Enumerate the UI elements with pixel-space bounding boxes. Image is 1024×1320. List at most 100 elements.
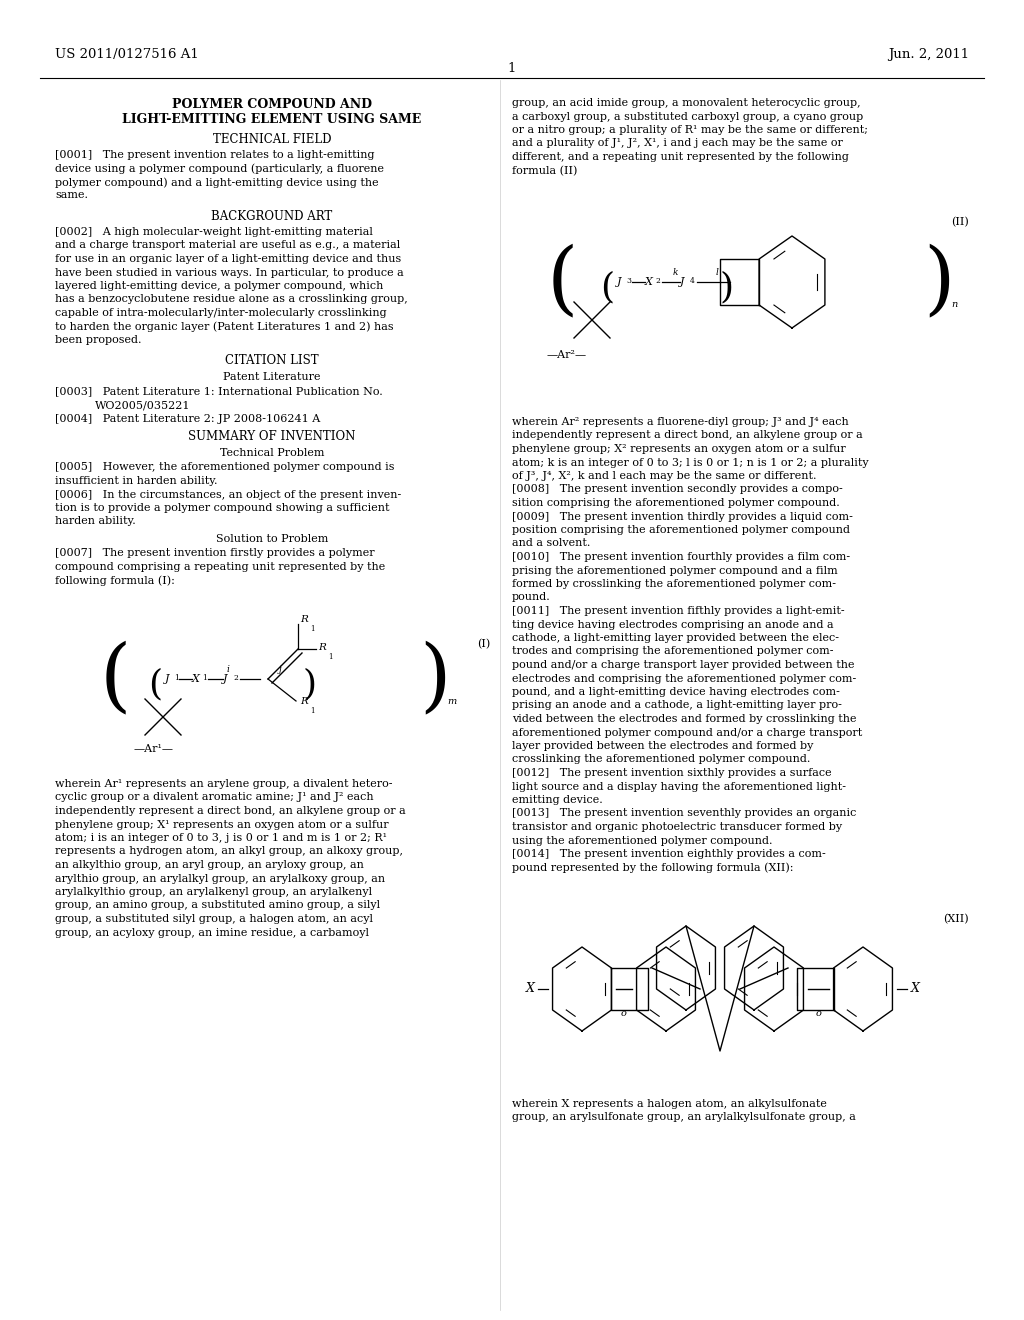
Text: formula (II): formula (II) (512, 165, 578, 176)
Text: i: i (226, 665, 229, 675)
Text: POLYMER COMPOUND AND: POLYMER COMPOUND AND (172, 98, 372, 111)
Text: electrodes and comprising the aforementioned polymer com-: electrodes and comprising the aforementi… (512, 673, 856, 684)
Text: ): ) (303, 667, 317, 701)
Text: J: J (223, 675, 227, 684)
Text: pound and/or a charge transport layer provided between the: pound and/or a charge transport layer pr… (512, 660, 854, 671)
Text: arylthio group, an arylalkyl group, an arylalkoxy group, an: arylthio group, an arylalkyl group, an a… (55, 874, 385, 883)
Text: [0012]   The present invention sixthly provides a surface: [0012] The present invention sixthly pro… (512, 768, 831, 777)
Text: represents a hydrogen atom, an alkyl group, an alkoxy group,: represents a hydrogen atom, an alkyl gro… (55, 846, 403, 857)
Text: position comprising the aforementioned polymer compound: position comprising the aforementioned p… (512, 525, 850, 535)
Text: independently represent a direct bond, an alkylene group or a: independently represent a direct bond, a… (55, 807, 406, 816)
Text: o: o (815, 1008, 821, 1018)
Text: prising the aforementioned polymer compound and a film: prising the aforementioned polymer compo… (512, 565, 838, 576)
Text: [0008]   The present invention secondly provides a compo-: [0008] The present invention secondly pr… (512, 484, 843, 495)
Text: capable of intra-molecularly/inter-molecularly crosslinking: capable of intra-molecularly/inter-molec… (55, 308, 387, 318)
Text: [0003]   Patent Literature 1: International Publication No.: [0003] Patent Literature 1: Internationa… (55, 387, 383, 396)
Text: independently represent a direct bond, an alkylene group or a: independently represent a direct bond, a… (512, 430, 863, 441)
Text: group, an arylsulfonate group, an arylalkylsulfonate group, a: group, an arylsulfonate group, an arylal… (512, 1113, 856, 1122)
Text: group, an acid imide group, a monovalent heterocyclic group,: group, an acid imide group, a monovalent… (512, 98, 860, 108)
Text: different, and a repeating unit represented by the following: different, and a repeating unit represen… (512, 152, 849, 162)
Text: and a solvent.: and a solvent. (512, 539, 591, 549)
Text: Technical Problem: Technical Problem (220, 447, 325, 458)
Text: m: m (447, 697, 457, 706)
Text: [0004]   Patent Literature 2: JP 2008-106241 A: [0004] Patent Literature 2: JP 2008-1062… (55, 413, 321, 424)
Text: j: j (279, 665, 282, 675)
Text: 1: 1 (202, 675, 207, 682)
Text: —Ar²—: —Ar²— (547, 350, 587, 360)
Text: and a charge transport material are useful as e.g., a material: and a charge transport material are usef… (55, 240, 400, 251)
Text: wherein Ar² represents a fluorene-diyl group; J³ and J⁴ each: wherein Ar² represents a fluorene-diyl g… (512, 417, 849, 426)
Text: same.: same. (55, 190, 88, 201)
Text: o: o (622, 1008, 627, 1018)
Text: 4: 4 (690, 277, 695, 285)
Text: TECHNICAL FIELD: TECHNICAL FIELD (213, 133, 331, 147)
Text: atom; k is an integer of 0 to 3; l is 0 or 1; n is 1 or 2; a plurality: atom; k is an integer of 0 to 3; l is 0 … (512, 458, 868, 467)
Text: and a plurality of J¹, J², X¹, i and j each may be the same or: and a plurality of J¹, J², X¹, i and j e… (512, 139, 843, 149)
Text: (: ( (99, 640, 131, 718)
Text: (: ( (547, 243, 578, 321)
Text: SUMMARY OF INVENTION: SUMMARY OF INVENTION (188, 430, 355, 444)
Text: CITATION LIST: CITATION LIST (225, 355, 318, 367)
Text: have been studied in various ways. In particular, to produce a: have been studied in various ways. In pa… (55, 268, 403, 277)
Text: arylalkylthio group, an arylalkenyl group, an arylalkenyl: arylalkylthio group, an arylalkenyl grou… (55, 887, 372, 898)
Text: layered light-emitting device, a polymer compound, which: layered light-emitting device, a polymer… (55, 281, 383, 290)
Text: J: J (680, 277, 684, 286)
Text: k: k (672, 268, 678, 277)
Text: 1: 1 (310, 708, 314, 715)
Text: BACKGROUND ART: BACKGROUND ART (211, 210, 333, 223)
Text: R: R (300, 697, 308, 705)
Text: compound comprising a repeating unit represented by the: compound comprising a repeating unit rep… (55, 562, 385, 572)
Text: [0011]   The present invention fifthly provides a light-emit-: [0011] The present invention fifthly pro… (512, 606, 845, 616)
Text: [0001]   The present invention relates to a light-emitting: [0001] The present invention relates to … (55, 150, 375, 160)
Text: [0006]   In the circumstances, an object of the present inven-: [0006] In the circumstances, an object o… (55, 490, 401, 499)
Text: polymer compound) and a light-emitting device using the: polymer compound) and a light-emitting d… (55, 177, 379, 187)
Text: light source and a display having the aforementioned light-: light source and a display having the af… (512, 781, 846, 792)
Text: [0007]   The present invention firstly provides a polymer: [0007] The present invention firstly pro… (55, 549, 375, 558)
Text: (: ( (147, 667, 162, 701)
Text: LIGHT-EMITTING ELEMENT USING SAME: LIGHT-EMITTING ELEMENT USING SAME (123, 114, 422, 125)
Text: X: X (193, 675, 200, 684)
Text: transistor and organic photoelectric transducer formed by: transistor and organic photoelectric tra… (512, 822, 842, 832)
Text: US 2011/0127516 A1: US 2011/0127516 A1 (55, 48, 199, 61)
Text: atom; i is an integer of 0 to 3, j is 0 or 1 and m is 1 or 2; R¹: atom; i is an integer of 0 to 3, j is 0 … (55, 833, 387, 843)
Text: pound.: pound. (512, 593, 551, 602)
Text: (XII): (XII) (943, 913, 969, 924)
Text: (II): (II) (951, 216, 969, 227)
Text: 2: 2 (233, 675, 238, 682)
Text: prising an anode and a cathode, a light-emitting layer pro-: prising an anode and a cathode, a light-… (512, 701, 842, 710)
Text: pound represented by the following formula (XII):: pound represented by the following formu… (512, 862, 794, 873)
Text: insufficient in harden ability.: insufficient in harden ability. (55, 477, 217, 486)
Text: been proposed.: been proposed. (55, 335, 141, 345)
Text: a carboxyl group, a substituted carboxyl group, a cyano group: a carboxyl group, a substituted carboxyl… (512, 111, 863, 121)
Text: l: l (716, 268, 719, 277)
Text: J: J (617, 277, 622, 286)
Text: phenylene group; X¹ represents an oxygen atom or a sulfur: phenylene group; X¹ represents an oxygen… (55, 820, 389, 829)
Text: n: n (951, 300, 957, 309)
Text: wherein X represents a halogen atom, an alkylsulfonate: wherein X represents a halogen atom, an … (512, 1100, 826, 1109)
Text: [0002]   A high molecular-weight light-emitting material: [0002] A high molecular-weight light-emi… (55, 227, 373, 238)
Text: group, an acyloxy group, an imine residue, a carbamoyl: group, an acyloxy group, an imine residu… (55, 928, 369, 937)
Text: has a benzocyclobutene residue alone as a crosslinking group,: has a benzocyclobutene residue alone as … (55, 294, 408, 305)
Text: ): ) (720, 271, 734, 304)
Text: formed by crosslinking the aforementioned polymer com-: formed by crosslinking the aforementione… (512, 579, 836, 589)
Text: ): ) (924, 243, 954, 321)
Text: —Ar¹—: —Ar¹— (134, 744, 174, 754)
Text: 3: 3 (626, 277, 631, 285)
Text: aforementioned polymer compound and/or a charge transport: aforementioned polymer compound and/or a… (512, 727, 862, 738)
Text: cathode, a light-emitting layer provided between the elec-: cathode, a light-emitting layer provided… (512, 634, 839, 643)
Text: following formula (I):: following formula (I): (55, 576, 175, 586)
Text: 1: 1 (328, 653, 333, 661)
Text: Patent Literature: Patent Literature (223, 371, 321, 381)
Text: vided between the electrodes and formed by crosslinking the: vided between the electrodes and formed … (512, 714, 856, 723)
Text: R: R (318, 643, 326, 652)
Text: [0010]   The present invention fourthly provides a film com-: [0010] The present invention fourthly pr… (512, 552, 850, 562)
Text: Solution to Problem: Solution to Problem (216, 533, 328, 544)
Text: [0005]   However, the aforementioned polymer compound is: [0005] However, the aforementioned polym… (55, 462, 394, 473)
Text: X: X (910, 982, 920, 995)
Text: for use in an organic layer of a light-emitting device and thus: for use in an organic layer of a light-e… (55, 253, 401, 264)
Text: of J³, J⁴, X², k and l each may be the same or different.: of J³, J⁴, X², k and l each may be the s… (512, 471, 816, 480)
Text: group, an amino group, a substituted amino group, a silyl: group, an amino group, a substituted ami… (55, 900, 380, 911)
Text: 1: 1 (508, 62, 516, 75)
Text: harden ability.: harden ability. (55, 516, 136, 527)
Text: R: R (300, 615, 308, 623)
